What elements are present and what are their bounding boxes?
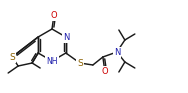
Text: O: O	[51, 11, 57, 20]
Text: S: S	[77, 58, 83, 68]
Text: S: S	[9, 53, 15, 61]
Text: N: N	[63, 32, 69, 41]
Text: NH: NH	[46, 57, 58, 65]
Text: O: O	[102, 66, 108, 76]
Text: N: N	[114, 48, 120, 57]
